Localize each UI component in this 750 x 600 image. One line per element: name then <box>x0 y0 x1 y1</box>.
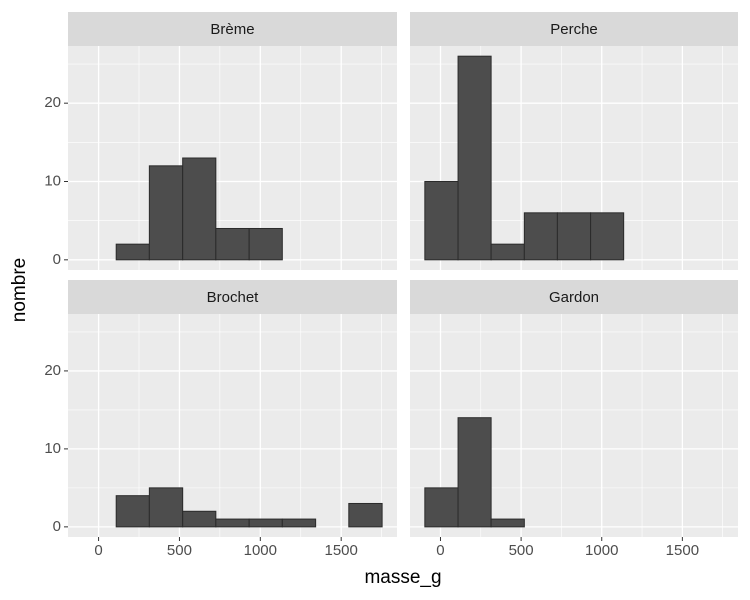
histogram-bar <box>215 518 250 528</box>
histogram-bar <box>348 502 383 528</box>
histogram-bar <box>490 243 525 261</box>
x-tick-label: 1000 <box>585 542 618 559</box>
histogram-bar <box>248 227 283 261</box>
y-tick-label: 0 <box>53 518 61 535</box>
strip <box>68 12 397 46</box>
histogram-bar <box>215 227 250 261</box>
histogram-bar <box>182 157 217 261</box>
panel-title: Perche <box>550 21 598 38</box>
x-tick-label: 500 <box>167 542 192 559</box>
histogram-bar <box>490 518 525 528</box>
histogram-bar <box>424 487 459 528</box>
y-axis-title: nombre <box>9 258 30 322</box>
y-tick-label: 10 <box>44 172 61 189</box>
y-tick-label: 20 <box>44 94 61 111</box>
x-tick-label: 500 <box>509 542 534 559</box>
histogram-bar <box>248 518 283 528</box>
histogram-bar <box>115 243 150 261</box>
histogram-bar <box>556 212 592 261</box>
y-tick-label: 20 <box>44 362 61 379</box>
x-tick-label: 1000 <box>244 542 277 559</box>
x-tick-label: 0 <box>94 542 102 559</box>
histogram-bar <box>457 417 492 528</box>
strip <box>410 280 738 314</box>
panel-title: Gardon <box>549 289 599 306</box>
x-tick-label: 1500 <box>325 542 358 559</box>
y-tick-label: 10 <box>44 440 61 457</box>
strip <box>410 12 738 46</box>
histogram-bar <box>457 55 492 261</box>
histogram-bar <box>281 518 317 528</box>
strip <box>68 280 397 314</box>
x-axis-title: masse_g <box>364 567 441 588</box>
histogram-bar <box>148 487 184 528</box>
histogram-bar <box>424 180 459 261</box>
histogram-bar <box>148 165 184 261</box>
panel-title: Brochet <box>207 289 260 306</box>
x-tick-label: 0 <box>436 542 444 559</box>
histogram-bar <box>523 212 558 261</box>
panel-title: Brème <box>210 21 254 38</box>
histogram-bar <box>590 212 625 261</box>
histogram-bar <box>182 510 217 528</box>
y-tick-label: 0 <box>53 251 61 268</box>
x-tick-label: 1500 <box>666 542 699 559</box>
histogram-bar <box>115 495 150 528</box>
